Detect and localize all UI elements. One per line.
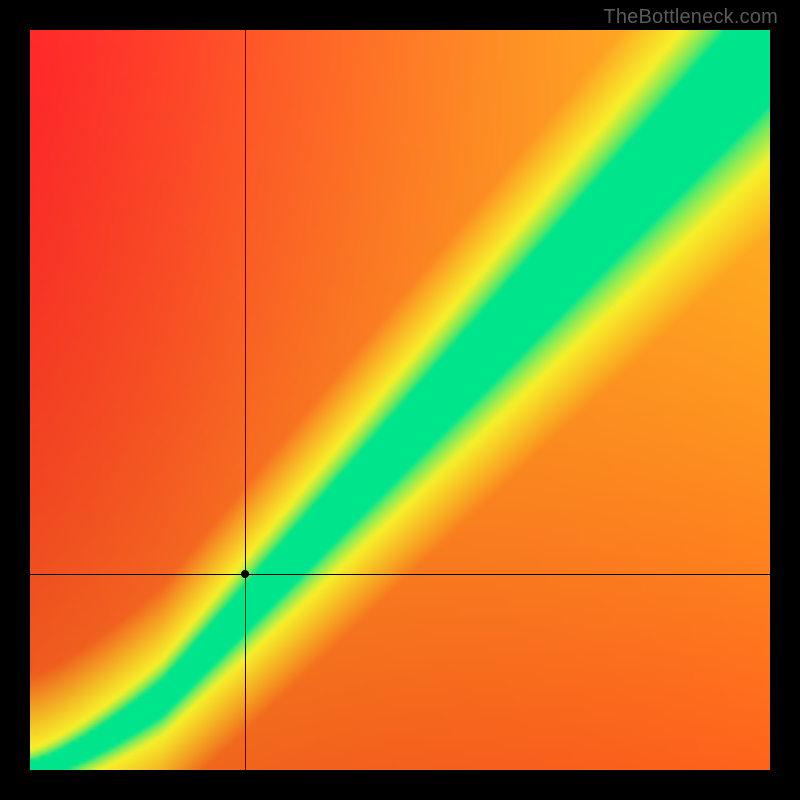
chart-stage: TheBottleneck.com: [0, 0, 800, 800]
crosshair-vertical: [245, 30, 246, 770]
bottleneck-heatmap: [30, 30, 770, 770]
crosshair-horizontal: [30, 574, 770, 575]
watermark-label: TheBottleneck.com: [603, 6, 778, 29]
plot-area: [30, 30, 770, 770]
crosshair-point: [241, 570, 249, 578]
